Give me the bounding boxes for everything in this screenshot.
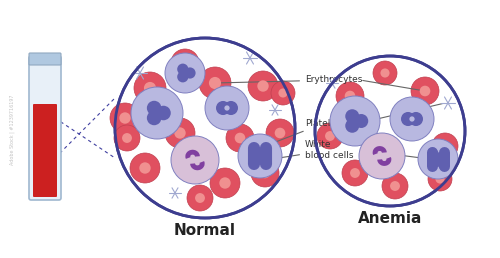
Circle shape (344, 91, 356, 101)
Circle shape (345, 109, 359, 123)
Circle shape (144, 82, 156, 94)
Circle shape (401, 112, 415, 126)
Circle shape (130, 153, 160, 183)
Circle shape (390, 97, 434, 141)
Circle shape (156, 106, 171, 120)
Circle shape (345, 119, 359, 133)
Circle shape (199, 67, 231, 99)
Circle shape (350, 168, 360, 178)
Circle shape (147, 101, 162, 115)
FancyBboxPatch shape (29, 53, 61, 65)
Circle shape (120, 112, 130, 124)
Circle shape (342, 160, 368, 186)
Circle shape (171, 49, 199, 77)
Circle shape (165, 118, 195, 148)
Circle shape (410, 116, 414, 122)
Circle shape (428, 167, 452, 191)
Circle shape (330, 96, 380, 146)
Circle shape (325, 131, 335, 141)
Circle shape (216, 101, 230, 115)
Circle shape (165, 53, 205, 93)
Circle shape (177, 71, 188, 82)
Circle shape (354, 114, 368, 128)
Circle shape (258, 80, 268, 92)
Text: Normal: Normal (174, 223, 236, 238)
Circle shape (317, 123, 343, 149)
Circle shape (184, 67, 196, 79)
Circle shape (380, 68, 390, 78)
Circle shape (411, 77, 439, 105)
Circle shape (140, 162, 150, 174)
FancyBboxPatch shape (29, 56, 61, 200)
Circle shape (315, 56, 465, 206)
Circle shape (409, 112, 423, 126)
Circle shape (440, 141, 450, 151)
Circle shape (224, 105, 230, 111)
FancyBboxPatch shape (33, 104, 57, 197)
Circle shape (177, 63, 188, 75)
Circle shape (195, 193, 205, 203)
Circle shape (174, 127, 186, 139)
Circle shape (420, 86, 430, 96)
Circle shape (187, 185, 213, 211)
Circle shape (147, 111, 162, 125)
Circle shape (436, 174, 444, 183)
Circle shape (131, 87, 183, 139)
Circle shape (248, 71, 278, 101)
Circle shape (210, 168, 240, 198)
Circle shape (274, 128, 285, 138)
Text: Erythrocytes: Erythrocytes (218, 76, 362, 85)
Text: White
blood cells: White blood cells (262, 140, 354, 160)
Circle shape (220, 177, 230, 189)
Circle shape (238, 134, 282, 178)
Circle shape (266, 119, 294, 147)
Circle shape (234, 133, 246, 143)
Text: Platelets: Platelets (276, 118, 344, 142)
Circle shape (373, 61, 397, 85)
Circle shape (382, 173, 408, 199)
Text: Anemia: Anemia (358, 211, 422, 226)
Circle shape (432, 133, 458, 159)
Circle shape (260, 168, 270, 178)
Circle shape (180, 58, 190, 68)
Circle shape (122, 133, 132, 143)
Circle shape (224, 101, 238, 115)
Circle shape (205, 86, 249, 130)
Circle shape (226, 124, 254, 152)
Circle shape (418, 139, 458, 179)
Circle shape (278, 88, 287, 98)
Circle shape (271, 81, 295, 105)
Circle shape (110, 103, 140, 133)
Circle shape (390, 181, 400, 191)
Circle shape (359, 133, 405, 179)
Circle shape (336, 82, 364, 110)
Circle shape (134, 72, 166, 104)
Circle shape (115, 38, 295, 218)
Circle shape (171, 136, 219, 184)
Text: Adobe Stock | #1239716197: Adobe Stock | #1239716197 (9, 95, 15, 165)
Circle shape (114, 125, 140, 151)
Circle shape (209, 77, 221, 89)
Circle shape (251, 159, 279, 187)
